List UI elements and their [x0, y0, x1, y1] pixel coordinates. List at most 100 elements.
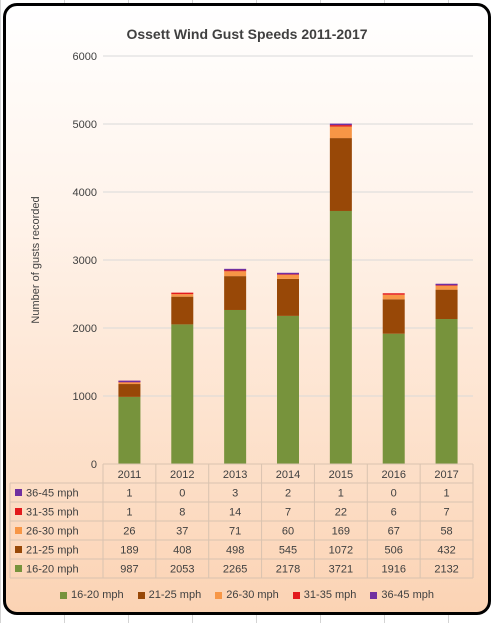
- bar-36-45-mph-2015: [329, 123, 352, 126]
- bar-31-35-mph-2012: [171, 292, 194, 295]
- bar-21-25-mph-2011: [118, 384, 141, 397]
- data-label: 498: [226, 545, 244, 557]
- bar-36-45-mph-2017: [435, 283, 458, 286]
- table-row-label: 31-35 mph: [26, 507, 79, 519]
- x-tick-label: 2017: [434, 469, 458, 481]
- data-label: 2265: [223, 564, 247, 576]
- legend-item: 31-35 mph: [292, 589, 357, 601]
- chart-legend: 16-20 mph 21-25 mph 26-30 mph 31-35 mph 36-4…: [6, 589, 488, 601]
- data-label: 2053: [170, 564, 194, 576]
- legend-item: 26-30 mph: [215, 589, 279, 601]
- bar-21-25-mph-2013: [224, 276, 247, 310]
- y-tick-label: 4000: [73, 187, 97, 199]
- data-label: 6: [391, 507, 397, 519]
- data-label: 67: [388, 526, 400, 538]
- y-tick-label: 3000: [73, 255, 97, 267]
- legend-label: 36-45 mph: [381, 589, 434, 601]
- data-label: 14: [229, 507, 241, 519]
- legend-item: 36-45 mph: [370, 589, 434, 601]
- legend-key-16-20-mph: [15, 565, 22, 572]
- data-label: 7: [285, 507, 291, 519]
- data-label: 1916: [381, 564, 405, 576]
- legend-key-21-25-mph: [15, 546, 22, 553]
- bar-21-25-mph-2012: [171, 296, 194, 325]
- data-label: 432: [437, 545, 455, 557]
- bar-36-45-mph-2013: [224, 268, 247, 271]
- legend-item: 16-20 mph: [60, 589, 124, 601]
- data-label: 1: [338, 488, 344, 500]
- data-label: 408: [173, 545, 191, 557]
- bar-16-20-mph-2015: [329, 210, 352, 464]
- x-tick-label: 2013: [223, 469, 247, 481]
- bar-21-25-mph-2014: [277, 278, 299, 316]
- data-label: 22: [335, 507, 347, 519]
- data-label: 2132: [434, 564, 458, 576]
- bar-26-30-mph-2017: [435, 285, 458, 290]
- legend-label: 26-30 mph: [226, 589, 279, 601]
- bar-26-30-mph-2012: [171, 294, 194, 297]
- y-tick-label: 5000: [73, 119, 97, 131]
- legend-label: 21-25 mph: [148, 589, 202, 601]
- legend-key-26-30-mph: [15, 527, 22, 534]
- data-label: 506: [385, 545, 403, 557]
- x-tick-label: 2014: [276, 469, 300, 481]
- x-tick-label: 2011: [118, 469, 142, 481]
- legend-swatch: [215, 591, 223, 599]
- data-label: 169: [332, 526, 350, 538]
- x-tick-label: 2016: [381, 469, 405, 481]
- table-row-label: 26-30 mph: [26, 526, 79, 538]
- data-label: 189: [120, 545, 138, 557]
- data-label: 1: [126, 507, 132, 519]
- data-label: 3721: [329, 564, 353, 576]
- data-label: 71: [229, 526, 241, 538]
- data-label: 2: [285, 488, 291, 500]
- x-tick-label: 2015: [329, 469, 353, 481]
- table-row-label: 21-25 mph: [26, 545, 79, 557]
- data-label: 987: [120, 564, 138, 576]
- table-row-label: 36-45 mph: [26, 488, 79, 500]
- data-label: 545: [279, 545, 297, 557]
- data-label: 60: [282, 526, 294, 538]
- data-label: 7: [444, 507, 450, 519]
- bar-21-25-mph-2015: [329, 138, 352, 211]
- legend-swatch: [137, 591, 145, 599]
- bar-26-30-mph-2016: [382, 294, 405, 300]
- legend-label: 31-35 mph: [303, 589, 357, 601]
- bar-36-45-mph-2014: [277, 272, 299, 275]
- bar-16-20-mph-2013: [224, 309, 247, 464]
- table-row-label: 16-20 mph: [26, 564, 79, 576]
- bar-21-25-mph-2016: [382, 299, 405, 334]
- data-label: 0: [179, 488, 185, 500]
- bar-26-30-mph-2014: [277, 274, 299, 279]
- bar-16-20-mph-2011: [118, 396, 141, 464]
- chart-container[interactable]: Ossett Wind Gust Speeds 2011-2017 0 1000 2…: [3, 3, 491, 615]
- data-label: 1: [126, 488, 132, 500]
- bar-31-35-mph-2013: [224, 269, 247, 272]
- data-label: 58: [440, 526, 452, 538]
- data-label: 37: [176, 526, 188, 538]
- bar-26-30-mph-2015: [329, 126, 352, 139]
- data-label: 1: [444, 488, 450, 500]
- y-tick-label: 6000: [73, 51, 97, 63]
- y-tick-label: 1000: [73, 391, 97, 403]
- data-label: 2178: [276, 564, 300, 576]
- legend-swatch: [370, 591, 378, 599]
- data-label: 26: [123, 526, 135, 538]
- y-tick-label: 0: [91, 459, 97, 471]
- x-tick-label: 2012: [170, 469, 194, 481]
- y-axis-label: Number of gusts recorded: [30, 196, 42, 323]
- bar-26-30-mph-2013: [224, 271, 247, 277]
- chart-title: Ossett Wind Gust Speeds 2011-2017: [126, 26, 368, 42]
- bar-16-20-mph-2012: [171, 324, 194, 464]
- bar-16-20-mph-2014: [277, 315, 299, 464]
- legend-key-36-45-mph: [15, 489, 22, 496]
- legend-label: 16-20 mph: [71, 589, 124, 601]
- bar-21-25-mph-2017: [435, 289, 458, 320]
- legend-swatch: [60, 591, 68, 599]
- legend-swatch: [292, 591, 300, 599]
- data-label: 3: [232, 488, 238, 500]
- bar-16-20-mph-2016: [382, 333, 405, 464]
- data-label: 0: [391, 488, 397, 500]
- bar-31-35-mph-2016: [382, 293, 405, 295]
